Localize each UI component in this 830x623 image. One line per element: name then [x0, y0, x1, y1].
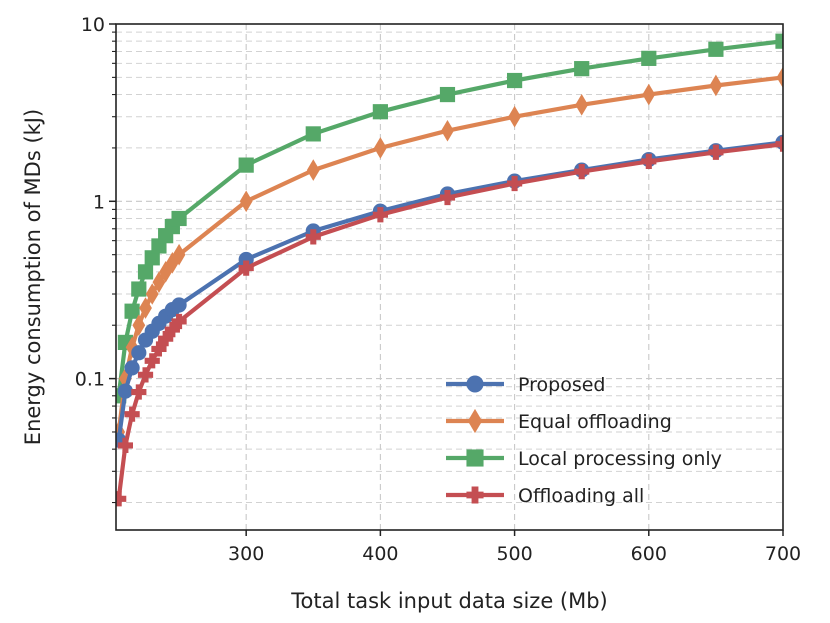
legend: Proposed Equal offloading Local processing…	[446, 374, 722, 507]
data-point-plus	[144, 353, 160, 369]
data-point-diamond	[118, 367, 132, 390]
data-point-circle	[171, 297, 187, 313]
data-point-square	[137, 264, 154, 280]
data-point-diamond	[776, 66, 783, 89]
data-point-square	[131, 281, 147, 297]
data-point-diamond	[172, 243, 186, 266]
data-point-square	[506, 72, 523, 89]
data-point-square	[124, 303, 140, 319]
data-point-diamond	[306, 159, 320, 181]
data-point-diamond	[239, 190, 253, 213]
series-equal-offloading	[116, 66, 783, 443]
data-point-plus	[158, 331, 174, 347]
data-point-diamond	[467, 408, 483, 434]
legend-label: Equal offloading	[518, 411, 672, 433]
data-point-square	[439, 86, 456, 103]
y-tick-label: 10	[81, 14, 105, 36]
data-point-diamond	[642, 83, 656, 106]
legend-item: Local processing only	[446, 448, 722, 470]
series-layer	[116, 33, 783, 507]
data-point-plus	[641, 153, 657, 169]
data-point-square	[708, 41, 724, 57]
data-point-plus	[116, 491, 127, 507]
legend-item: Offloading all	[446, 485, 644, 507]
data-point-diamond	[152, 271, 166, 293]
data-point-diamond	[139, 297, 152, 319]
data-point-plus	[439, 189, 456, 206]
data-point-diamond	[373, 137, 387, 159]
data-point-diamond	[575, 94, 589, 116]
x-tick-label: 700	[765, 543, 801, 565]
series-offloading-all	[116, 136, 783, 507]
x-tick-label: 600	[631, 543, 667, 565]
data-point-plus	[137, 367, 154, 383]
data-point-square	[144, 250, 160, 266]
data-point-diamond	[709, 74, 723, 97]
data-point-square	[171, 210, 187, 227]
data-point-diamond	[145, 283, 159, 305]
data-point-plus	[466, 486, 484, 504]
data-point-plus	[574, 164, 590, 180]
data-point-square	[775, 33, 783, 49]
data-point-diamond	[508, 105, 521, 128]
data-point-plus	[164, 321, 180, 338]
x-tick-label: 400	[362, 543, 398, 565]
data-point-plus	[708, 144, 724, 160]
data-point-square	[641, 50, 657, 66]
data-point-plus	[305, 229, 321, 245]
data-point-plus	[171, 313, 187, 330]
legend-label: Offloading all	[518, 485, 644, 507]
legend-label: Local processing only	[518, 448, 722, 470]
axis-ticks: 300 400 500 600 700 0.1 1 10	[75, 14, 801, 565]
legend-item: Proposed	[446, 374, 605, 396]
data-point-plus	[151, 341, 167, 357]
plot-frame	[115, 23, 784, 531]
data-point-circle	[117, 383, 133, 399]
data-point-square	[574, 61, 590, 77]
data-point-circle	[238, 251, 254, 268]
x-tick-label: 300	[228, 543, 264, 565]
data-point-plus	[124, 406, 140, 422]
data-point-plus	[238, 260, 254, 276]
legend-label: Proposed	[518, 374, 605, 396]
series-proposed	[116, 134, 783, 448]
data-point-plus	[131, 384, 147, 400]
data-point-circle	[131, 345, 147, 361]
data-point-circle	[124, 360, 140, 376]
y-tick-label: 1	[93, 191, 105, 213]
data-point-square	[466, 449, 484, 467]
data-point-plus	[506, 175, 523, 192]
x-axis-label: Total task input data size (Mb)	[290, 589, 608, 613]
data-point-diamond	[159, 261, 173, 283]
data-point-square	[372, 104, 388, 120]
y-tick-label: 0.1	[75, 369, 105, 391]
data-point-plus	[372, 207, 388, 223]
data-point-diamond	[441, 119, 454, 142]
data-point-plus	[117, 437, 133, 454]
data-point-square	[305, 126, 321, 142]
legend-item: Equal offloading	[446, 408, 672, 434]
data-point-diamond	[132, 314, 146, 337]
data-point-circle	[466, 375, 484, 393]
y-axis-label: Energy consumption of MDs (kJ)	[21, 109, 45, 445]
data-point-plus	[775, 136, 783, 152]
x-tick-label: 500	[496, 543, 532, 565]
data-point-square	[238, 157, 254, 173]
series-local-processing-only	[116, 33, 783, 404]
